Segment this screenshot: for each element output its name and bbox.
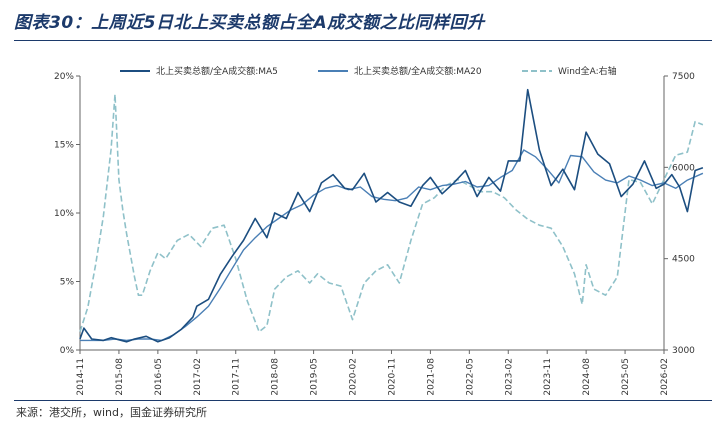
source-note: 来源：港交所，wind，国金证券研究所 [16,406,208,419]
legend-label-wind: Wind全A:右轴 [558,65,617,77]
title-divider [14,40,712,41]
x-tick-label: 2015-08 [115,358,125,396]
legend-label-ma20: 北上买卖总额/全A成交额:MA20 [354,65,482,77]
source-divider [14,400,712,401]
x-tick-label: 2020-02 [349,358,359,396]
y-left-tick-label: 10% [54,209,74,219]
x-tick-label: 2026-02 [660,358,670,396]
y-left-tick-label: 20% [54,72,74,82]
y-left-tick-label: 0% [60,346,75,356]
x-tick-label: 2021-08 [426,358,436,396]
y-left-tick-label: 15% [54,141,74,151]
x-tick-label: 2020-11 [387,358,397,396]
x-tick-label: 2014-11 [76,358,86,396]
x-tick-label: 2023-11 [543,358,553,396]
x-tick-label: 2022-05 [465,358,475,396]
legend-label-ma5: 北上买卖总额/全A成交额:MA5 [156,65,278,77]
x-tick-label: 2017-11 [232,358,242,396]
x-tick-label: 2023-02 [504,358,514,396]
y-right-tick-label: 6000 [672,163,695,173]
x-tick-label: 2019-05 [310,358,320,396]
x-tick-label: 2016-05 [154,358,164,396]
x-tick-label: 2025-05 [621,358,631,396]
series-line-ma5 [79,88,704,343]
y-right-tick-label: 7500 [672,72,695,82]
chart-title: 图表30：上周近5日北上买卖总额占全A成交额之比同样回升 [14,13,485,33]
y-left-tick-label: 5% [60,278,75,288]
x-tick-label: 2024-08 [582,358,592,396]
x-tick-label: 2018-08 [271,358,281,396]
series-line-wind-a [79,93,704,333]
y-right-tick-label: 4500 [672,255,695,265]
x-tick-label: 2017-02 [193,358,203,396]
y-right-tick-label: 3000 [672,346,695,356]
